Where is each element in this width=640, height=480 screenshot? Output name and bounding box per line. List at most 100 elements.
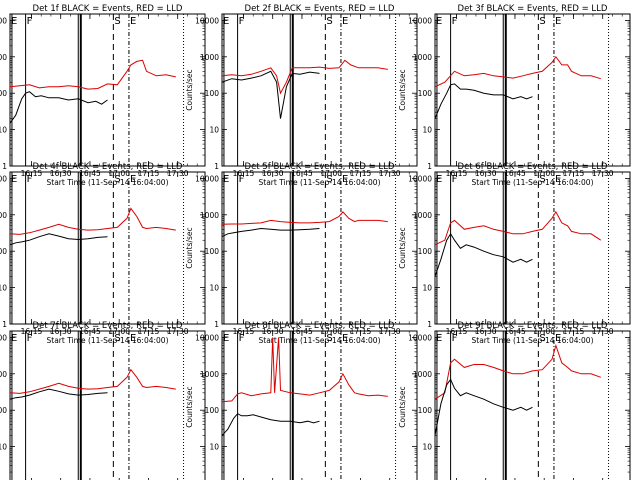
y-tick-label: 10000: [408, 16, 432, 25]
y-tick-label: 100: [418, 247, 433, 256]
y-tick-label: 1: [2, 320, 7, 329]
flag-label: E: [223, 333, 229, 344]
series-line-events: [222, 227, 320, 238]
series-group: [222, 337, 388, 436]
panel-title: Det 5f BLACK = Events, RED = LLD: [245, 162, 395, 172]
flag-label: F: [239, 174, 245, 185]
flag-label: E: [223, 16, 229, 27]
series-line-events: [10, 233, 108, 246]
flag-label: E: [342, 16, 348, 27]
y-tick-label: 10: [422, 443, 432, 452]
y-tick-label: 1000: [413, 53, 432, 62]
panel-5: Det 5f BLACK = Events, RED = LLD Counts/s…: [185, 162, 418, 345]
series-line-events: [435, 232, 533, 277]
flag-label: E: [11, 333, 17, 344]
flag-label: S: [114, 333, 120, 344]
flag-label: F: [27, 333, 33, 344]
y-tick-label: 100: [205, 247, 220, 256]
series-line-events: [10, 388, 108, 400]
y-tick-label: 100: [418, 89, 433, 98]
y-tick-label: 1000: [0, 211, 7, 220]
panel-8: Det 8f BLACK = Events, RED = LLD Counts/s…: [185, 321, 418, 480]
y-tick-label: 1000: [200, 53, 219, 62]
plot-frame: [221, 13, 418, 167]
plot-frame: [9, 171, 206, 325]
y-tick-label: 1000: [0, 370, 7, 379]
y-tick-label: 1: [2, 162, 7, 171]
y-tick-label: 1: [427, 162, 432, 171]
flag-label: F: [452, 174, 458, 185]
y-tick-label: 1: [214, 162, 219, 171]
y-tick-label: 1: [214, 320, 219, 329]
x-axis-label: Start Time (11-Sep-14 16:04:00): [472, 336, 594, 345]
x-axis-label: Start Time (11-Sep-14 16:04:00): [47, 336, 169, 345]
y-tick-label: 1000: [0, 53, 7, 62]
series-line-events: [10, 91, 108, 124]
y-tick-label: 100: [418, 406, 433, 415]
flag-label: E: [223, 174, 229, 185]
flag-label: E: [436, 174, 442, 185]
series-line-lld: [222, 59, 388, 95]
flag-label: E: [436, 333, 442, 344]
flag-label: F: [27, 16, 33, 27]
series-group: [435, 55, 601, 119]
y-tick-label: 100: [0, 89, 7, 98]
y-tick-label: 10: [0, 126, 7, 135]
flag-label: F: [27, 174, 33, 185]
y-axis-label: Counts/sec: [398, 386, 407, 427]
flag-label: F: [452, 333, 458, 344]
flag-label: E: [555, 16, 561, 27]
flag-label: E: [11, 16, 17, 27]
y-tick-label: 1000: [200, 370, 219, 379]
flag-label: E: [555, 174, 561, 185]
flag-label: E: [130, 333, 136, 344]
flag-label: E: [130, 16, 136, 27]
panel-6: Det 6f BLACK = Events, RED = LLD Counts/s…: [398, 162, 631, 345]
y-tick-label: 1000: [200, 211, 219, 220]
series-group: [10, 207, 176, 246]
plot-frame: [9, 13, 206, 167]
panel-title: Det 4f BLACK = Events, RED = LLD: [33, 162, 183, 172]
flag-label: E: [130, 174, 136, 185]
series-group: [222, 59, 388, 119]
y-tick-label: 10000: [0, 16, 7, 25]
panel-2: Det 2f BLACK = Events, RED = LLD Counts/s…: [185, 4, 418, 187]
series-line-lld: [222, 211, 388, 225]
series-group: [10, 59, 176, 124]
y-tick-label: 1000: [413, 370, 432, 379]
plot-frame: [434, 13, 631, 167]
y-tick-label: 100: [205, 406, 220, 415]
y-tick-label: 10000: [0, 333, 7, 342]
series-line-lld: [10, 207, 176, 235]
y-tick-label: 10: [209, 284, 219, 293]
series-line-events: [435, 378, 533, 436]
flag-label: E: [436, 16, 442, 27]
y-tick-label: 10000: [195, 174, 219, 183]
y-tick-label: 10: [209, 443, 219, 452]
flag-label: S: [326, 174, 332, 185]
flag-label: F: [239, 16, 245, 27]
panel-title: Det 8f BLACK = Events, RED = LLD: [245, 321, 395, 331]
y-tick-label: 10000: [195, 333, 219, 342]
panel-1: Det 1f BLACK = Events, RED = LLD Counts/s…: [0, 4, 206, 187]
series-line-lld: [435, 55, 601, 88]
series-line-lld: [10, 368, 176, 394]
series-group: [435, 210, 602, 277]
y-tick-label: 10000: [408, 333, 432, 342]
flag-label: E: [342, 174, 348, 185]
panel-title: Det 1f BLACK = Events, RED = LLD: [33, 4, 183, 14]
panel-title: Det 6f BLACK = Events, RED = LLD: [458, 162, 608, 172]
plot-frame: [434, 171, 631, 325]
flag-label: S: [326, 333, 332, 344]
y-tick-label: 10000: [408, 174, 432, 183]
panel-title: Det 3f BLACK = Events, RED = LLD: [458, 4, 608, 14]
panel-3: Det 3f BLACK = Events, RED = LLD Counts/s…: [398, 4, 631, 187]
panel-title: Det 9f BLACK = Events, RED = LLD: [458, 321, 608, 331]
y-tick-label: 10: [0, 443, 7, 452]
flag-label: E: [342, 333, 348, 344]
y-axis-label: Counts/sec: [398, 227, 407, 268]
panel-title: Det 2f BLACK = Events, RED = LLD: [245, 4, 395, 14]
series-line-lld: [222, 337, 388, 403]
panel-4: Det 4f BLACK = Events, RED = LLD Counts/s…: [0, 162, 206, 345]
